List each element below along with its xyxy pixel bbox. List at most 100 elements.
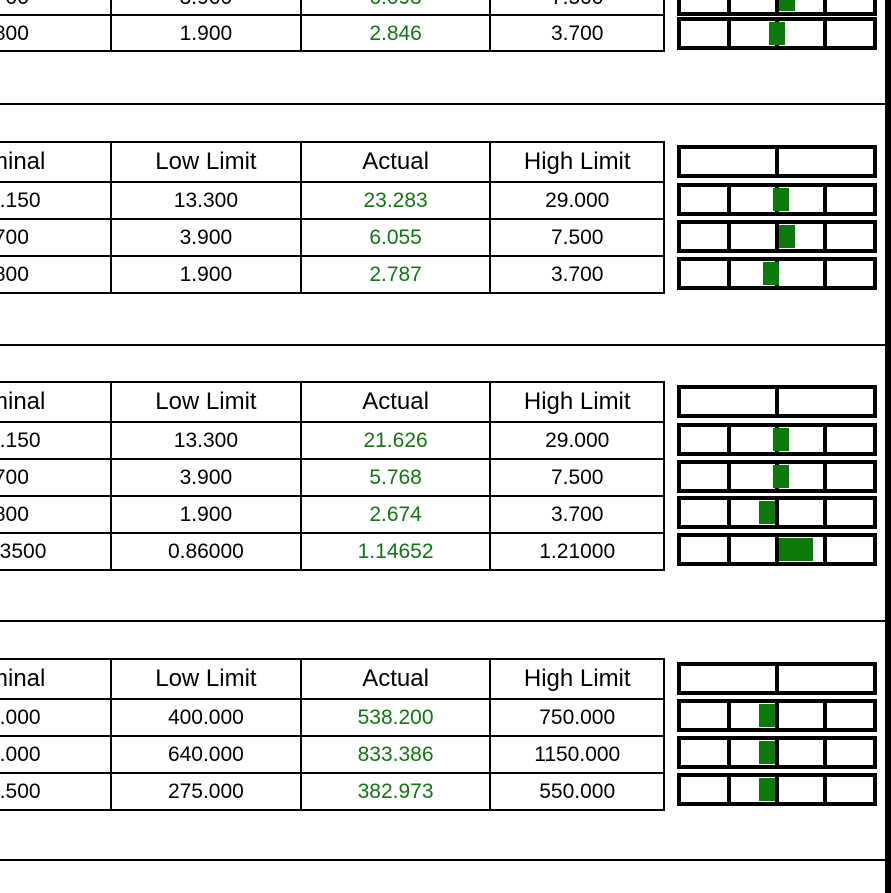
measurement-table-3: minal Low Limit Actual High Limit 1.150 … bbox=[0, 381, 665, 571]
high-limit-cell: 7.500 bbox=[489, 0, 665, 16]
section-separator bbox=[0, 859, 885, 861]
gauge-divider bbox=[823, 500, 827, 525]
high-limit-cell: 29.000 bbox=[489, 181, 665, 220]
tolerance-gauge bbox=[677, 736, 877, 769]
gauge-fill bbox=[759, 501, 776, 524]
nominal-header: minal bbox=[0, 381, 113, 423]
gauge-fill bbox=[763, 262, 780, 285]
low-limit-cell: 275.000 bbox=[110, 772, 302, 811]
actual-cell: 23.283 bbox=[299, 181, 492, 220]
gauge-header bbox=[677, 662, 877, 695]
nominal-cell: 1.150 bbox=[0, 181, 113, 220]
high-limit-cell: 3.700 bbox=[489, 255, 665, 294]
low-limit-header: Low Limit bbox=[110, 141, 302, 183]
nominal-cell: .700 bbox=[0, 218, 113, 257]
nominal-cell: .800 bbox=[0, 495, 113, 534]
low-limit-cell: 1.900 bbox=[110, 14, 302, 52]
nominal-cell: 5.000 bbox=[0, 698, 113, 737]
measurement-table-2: minal Low Limit Actual High Limit 1.150 … bbox=[0, 141, 665, 294]
gauge-divider bbox=[727, 777, 731, 802]
low-limit-cell: 3.900 bbox=[110, 0, 302, 16]
nominal-cell: 2.500 bbox=[0, 772, 113, 811]
tolerance-gauge bbox=[677, 699, 877, 732]
gauge-header bbox=[677, 385, 877, 418]
gauge-divider bbox=[775, 740, 779, 765]
low-limit-cell: 640.000 bbox=[110, 735, 302, 774]
table-row: 1.150 13.300 21.626 29.000 bbox=[0, 421, 665, 460]
table-row: .700 3.900 6.093 7.500 bbox=[0, 0, 665, 16]
gauge-divider bbox=[775, 537, 779, 562]
low-limit-header: Low Limit bbox=[110, 658, 302, 700]
gauge-header bbox=[677, 145, 877, 178]
gauge-fill bbox=[759, 704, 776, 727]
actual-cell: 21.626 bbox=[299, 421, 492, 460]
section-separator bbox=[0, 620, 885, 622]
nominal-cell: 1.150 bbox=[0, 421, 113, 460]
scrollbar-edge[interactable] bbox=[885, 0, 891, 893]
gauge-divider bbox=[775, 500, 779, 525]
gauge-fill bbox=[772, 188, 789, 211]
high-limit-cell: 750.000 bbox=[489, 698, 665, 737]
gauge-divider bbox=[727, 537, 731, 562]
nominal-cell: 5.000 bbox=[0, 735, 113, 774]
gauge-divider bbox=[727, 464, 731, 489]
section-separator bbox=[0, 103, 885, 105]
gauge-fill bbox=[759, 778, 776, 801]
table-row: 5.000 400.000 538.200 750.000 bbox=[0, 698, 665, 737]
low-limit-cell: 13.300 bbox=[110, 421, 302, 460]
gauge-divider bbox=[823, 777, 827, 802]
gauge-divider bbox=[727, 427, 731, 452]
gauge-divider bbox=[823, 0, 827, 12]
gauge-divider bbox=[775, 0, 779, 12]
section-separator bbox=[0, 344, 885, 346]
gauge-divider bbox=[823, 187, 827, 212]
gauge-fill bbox=[778, 225, 795, 248]
tolerance-gauge bbox=[677, 220, 877, 253]
actual-header: Actual bbox=[299, 658, 492, 700]
actual-cell: 1.14652 bbox=[299, 532, 492, 571]
high-limit-cell: 1150.000 bbox=[489, 735, 665, 774]
actual-cell: 538.200 bbox=[299, 698, 492, 737]
gauge-divider bbox=[823, 427, 827, 452]
gauge-divider bbox=[823, 537, 827, 562]
gauge-divider bbox=[823, 703, 827, 728]
tolerance-gauge bbox=[677, 17, 877, 50]
low-limit-cell: 0.86000 bbox=[110, 532, 302, 571]
high-limit-cell: 550.000 bbox=[489, 772, 665, 811]
gauge-fill bbox=[759, 741, 776, 764]
actual-cell: 2.674 bbox=[299, 495, 492, 534]
low-limit-cell: 3.900 bbox=[110, 218, 302, 257]
table-header-row: minal Low Limit Actual High Limit bbox=[0, 141, 665, 183]
gauge-fill bbox=[772, 428, 789, 451]
gauge-divider bbox=[823, 740, 827, 765]
gauge-divider bbox=[775, 703, 779, 728]
gauge-center-divider bbox=[775, 389, 779, 414]
table-row: 5.000 640.000 833.386 1150.000 bbox=[0, 735, 665, 774]
high-limit-cell: 1.21000 bbox=[489, 532, 665, 571]
nominal-cell: .800 bbox=[0, 14, 113, 52]
low-limit-cell: 1.900 bbox=[110, 495, 302, 534]
high-limit-cell: 7.500 bbox=[489, 458, 665, 497]
table-row: .800 1.900 2.787 3.700 bbox=[0, 255, 665, 294]
table-row: .700 3.900 6.055 7.500 bbox=[0, 218, 665, 257]
table-row: 1.150 13.300 23.283 29.000 bbox=[0, 181, 665, 220]
gauge-divider bbox=[775, 777, 779, 802]
tolerance-gauge bbox=[677, 423, 877, 456]
actual-cell: 382.973 bbox=[299, 772, 492, 811]
gauge-divider bbox=[727, 500, 731, 525]
measurement-table-4: minal Low Limit Actual High Limit 5.000 … bbox=[0, 658, 665, 811]
nominal-cell: .700 bbox=[0, 0, 113, 16]
actual-cell: 2.846 bbox=[299, 14, 492, 52]
low-limit-cell: 13.300 bbox=[110, 181, 302, 220]
high-limit-header: High Limit bbox=[489, 658, 665, 700]
low-limit-header: Low Limit bbox=[110, 381, 302, 423]
tolerance-gauge bbox=[677, 0, 877, 16]
gauge-divider bbox=[727, 224, 731, 249]
gauge-fill bbox=[769, 22, 785, 45]
high-limit-header: High Limit bbox=[489, 141, 665, 183]
nominal-cell: .700 bbox=[0, 458, 113, 497]
gauge-divider bbox=[727, 187, 731, 212]
gauge-divider bbox=[727, 703, 731, 728]
